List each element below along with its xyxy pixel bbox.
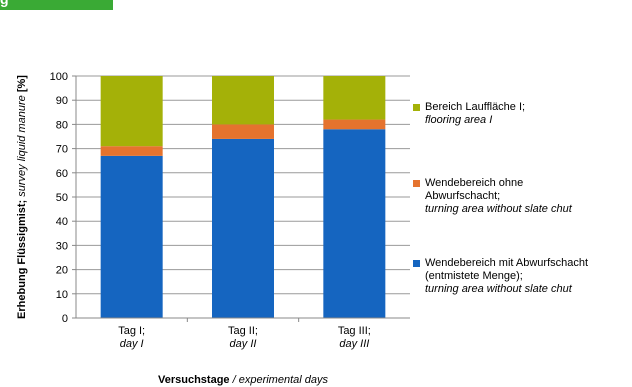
bar-segment-s2-c2	[323, 76, 385, 120]
legend-line: Wendebereich mit Abwurfschacht	[425, 257, 588, 269]
y-tick-label: 90	[56, 95, 68, 107]
legend-entry: Wendebereich ohne Abwurfschacht; turning a…	[425, 177, 573, 215]
x-category-line2: day II	[230, 338, 257, 350]
legend: Bereich Lauffläche I; flooring area I Wend…	[413, 101, 588, 295]
y-tick-label: 40	[56, 216, 68, 228]
x-category-line1: Tag I;	[118, 325, 145, 337]
legend-line: flooring area I	[425, 114, 492, 126]
bar-segment-s0-c0	[101, 156, 163, 318]
bars	[101, 76, 386, 322]
legend-swatch	[413, 180, 420, 187]
bar-segment-s1-c1	[212, 124, 274, 139]
legend-entry: Bereich Lauffläche I; flooring area I	[425, 101, 525, 126]
x-axis-categories: Tag I; day I Tag II; day II Tag III; day III	[118, 325, 371, 350]
x-axis-label: Versuchstage / experimental days	[158, 374, 328, 386]
bar-segment-s1-c2	[323, 120, 385, 130]
y-axis-label-italic: survey liquid manure	[16, 95, 28, 197]
x-category-line2: day III	[339, 338, 369, 350]
y-axis-label: Erhebung Flüssigmist; survey liquid manu…	[16, 75, 28, 319]
legend-line: Bereich Lauffläche I;	[425, 101, 525, 113]
y-axis-label-bold: Erhebung Flüssigmist;	[16, 200, 28, 319]
y-axis-label-unit: [%]	[16, 75, 28, 92]
y-tick-label: 10	[56, 289, 68, 301]
bar-segment-s1-c0	[101, 146, 163, 156]
legend-swatch	[413, 260, 420, 267]
y-tick-label: 70	[56, 144, 68, 156]
x-axis-label-italic: / experimental days	[232, 374, 329, 386]
y-tick-label: 0	[62, 313, 68, 325]
x-axis-label-bold: Versuchstage	[158, 374, 230, 386]
x-category-line1: Tag III;	[338, 325, 371, 337]
legend-swatch	[413, 104, 420, 111]
legend-entry: Wendebereich mit Abwurfschacht (entmistet…	[425, 257, 588, 295]
legend-line: (entmistete Menge);	[425, 270, 523, 282]
y-tick-label: 20	[56, 265, 68, 277]
y-tick-label: 50	[56, 192, 68, 204]
bar-segment-s0-c1	[212, 139, 274, 318]
bar-segment-s0-c2	[323, 129, 385, 318]
legend-line: Wendebereich ohne	[425, 177, 523, 189]
legend-line: turning area without slate chut	[425, 283, 573, 295]
bar-segment-s2-c0	[101, 76, 163, 146]
x-category-label: Tag II; day II	[228, 325, 258, 350]
bar-segment-s2-c1	[212, 76, 274, 124]
x-category-line2: day I	[120, 338, 144, 350]
y-tick-label: 100	[50, 71, 68, 83]
legend-line: turning area without slate chut	[425, 203, 573, 215]
legend-line: Abwurfschacht;	[425, 190, 500, 202]
y-tick-label: 60	[56, 168, 68, 180]
x-category-line1: Tag II;	[228, 325, 258, 337]
y-tick-label: 80	[56, 119, 68, 131]
y-axis-ticks: 0 10 20 30 40 50 60 70 80 90 100	[50, 71, 76, 325]
x-category-label: Tag III; day III	[338, 325, 371, 350]
x-category-label: Tag I; day I	[118, 325, 145, 350]
y-tick-label: 30	[56, 240, 68, 252]
